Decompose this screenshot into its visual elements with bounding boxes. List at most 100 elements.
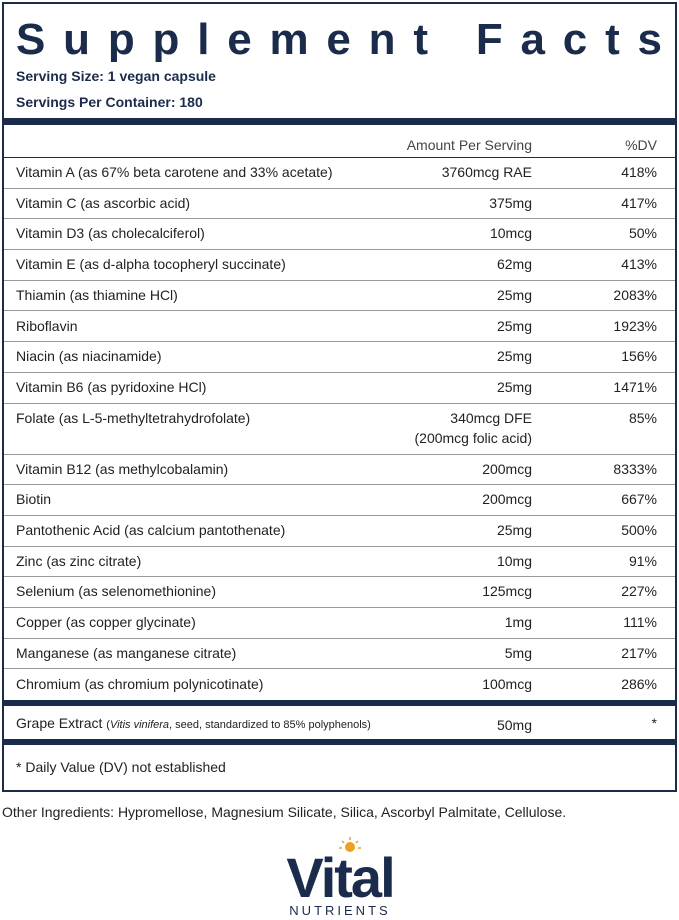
daily-value: 85% [628, 409, 657, 426]
nutrient-name: Vitamin E (as d-alpha tocopheryl succina… [16, 256, 286, 273]
daily-value: 667% [621, 491, 657, 508]
amount: 3760mcg RAE [442, 162, 532, 182]
thick-rule [4, 118, 675, 125]
nutrient-row: Folate (as L-5-methyltetrahydrofolate) 34… [4, 404, 675, 455]
nutrient-name: Riboflavin [16, 317, 78, 334]
logo-rays [339, 837, 361, 849]
amount-line: 200mcg [482, 491, 532, 508]
amount-line: 1mg [504, 614, 532, 631]
nutrient-row: Copper (as copper glycinate) 1mg 111% [4, 608, 675, 639]
logo-tagline: NUTRIENTS [289, 903, 390, 917]
logo: Vital NUTRIENTS [286, 837, 396, 917]
nutrient-row: Niacin (as niacinamide) 25mg 156% [4, 342, 675, 373]
amount: 200mcg [482, 459, 532, 479]
other-amount: 50mg [496, 717, 532, 733]
nutrient-row: Vitamin D3 (as cholecalciferol) 10mcg 50% [4, 219, 675, 251]
nutrient-name: Folate (as L-5-methyltetrahydrofolate) [16, 409, 251, 426]
nutrient-name: Vitamin D3 (as cholecalciferol) [16, 225, 205, 242]
amount-line: 10mg [496, 552, 532, 569]
daily-value: 1923% [613, 317, 657, 334]
amount: 200mcg [482, 489, 532, 509]
nutrient-row: Vitamin E (as d-alpha tocopheryl succina… [4, 250, 675, 281]
column-header: Amount Per Serving %DV [4, 125, 675, 158]
amount-line: 25mg [496, 317, 532, 334]
supplement-facts-panel: Supplement Facts Serving Size: 1 vegan c… [2, 2, 677, 792]
nutrient-name: Copper (as copper glycinate) [16, 614, 196, 631]
daily-value: 413% [621, 256, 657, 273]
amount: 25mg [497, 346, 532, 366]
nutrient-name: Chromium (as chromium polynicotinate) [16, 675, 264, 692]
amount-line: 25mg [496, 348, 532, 365]
amount: 25mg [497, 316, 532, 336]
nutrient-row: Selenium (as selenomethionine) 125mcg 227% [4, 577, 675, 609]
nutrient-row: Manganese (as manganese citrate) 5mg 217% [4, 639, 675, 670]
amount: 5mg [505, 643, 532, 663]
nutrient-row: Pantothenic Acid (as calcium pantothenat… [4, 516, 675, 547]
daily-value: 286% [621, 675, 657, 692]
nutrient-name: Vitamin B12 (as methylcobalamin) [16, 460, 229, 477]
nutrient-row: Thiamin (as thiamine HCl) 25mg 2083% [4, 281, 675, 312]
dv-header: %DV [625, 137, 657, 153]
detail-part: , seed, standardized to 85% polyphenols) [169, 719, 371, 731]
amount: 375mg [489, 193, 532, 213]
amount-line: (200mcg folic acid) [414, 429, 533, 446]
nutrient-name: Niacin (as niacinamide) [16, 348, 162, 365]
amount: 10mcg [490, 223, 532, 243]
amount-line: 25mg [496, 522, 532, 538]
title: Supplement Facts [16, 15, 662, 62]
amount-line: 375mg [489, 194, 532, 211]
nutrient-name: Selenium (as selenomethionine) [16, 583, 216, 600]
detail-part: ( [106, 719, 110, 731]
amount-line: 5mg [504, 644, 532, 661]
amount-line: 3760mcg RAE [441, 164, 532, 180]
other-ingredients: Other Ingredients: Hypromellose, Magnesi… [2, 804, 567, 820]
amount: 62mg [497, 254, 532, 274]
other-detail: (Vitis vinifera, seed, standardized to 8… [106, 719, 371, 731]
amount: 25mg [497, 377, 532, 397]
amount: 100mcg [482, 674, 532, 694]
amount-line: 100mcg [482, 675, 532, 692]
footnote: * Daily Value (DV) not established [16, 759, 226, 775]
nutrient-name: Vitamin B6 (as pyridoxine HCl) [16, 378, 207, 395]
daily-value: 50% [628, 225, 657, 242]
detail-latin: Vitis vinifera [109, 719, 170, 731]
nutrient-name: Vitamin C (as ascorbic acid) [16, 194, 191, 211]
other-dv: * [651, 715, 657, 731]
daily-value: 2083% [613, 286, 657, 303]
daily-value: 217% [621, 644, 657, 661]
amount: 25mg [497, 520, 532, 540]
amount: 340mcg DFE (200mcg folic acid) [415, 408, 533, 448]
amount-line: 340mcg DFE [450, 409, 532, 426]
daily-value: 1471% [613, 378, 657, 395]
nutrient-row: Vitamin C (as ascorbic acid) 375mg 417% [4, 189, 675, 220]
amount-header: Amount Per Serving [406, 137, 532, 153]
amount: 25mg [497, 285, 532, 305]
daily-value: 500% [621, 522, 657, 538]
nutrient-name: Vitamin A (as 67% beta carotene and 33% … [16, 164, 333, 180]
thick-rule [4, 700, 675, 706]
serving-size: Serving Size: 1 vegan capsule [16, 68, 216, 84]
daily-value: 227% [621, 583, 657, 600]
amount-line: 25mg [496, 286, 532, 303]
amount-line: 125mcg [482, 583, 532, 600]
logo-sun [345, 842, 355, 852]
amount-line: 62mg [496, 256, 532, 273]
amount-line: 10mcg [489, 225, 532, 242]
grape-row: Grape Extract (Vitis vinifera, seed, sta… [4, 706, 675, 739]
nutrient-name: Thiamin (as thiamine HCl) [16, 286, 178, 303]
other-name: Grape Extract [16, 715, 103, 731]
daily-value: 417% [621, 194, 657, 211]
nutrient-row: Vitamin B6 (as pyridoxine HCl) 25mg 1471% [4, 373, 675, 404]
daily-value: 418% [621, 164, 657, 180]
nutrient-row: Chromium (as chromium polynicotinate) 100… [4, 670, 675, 701]
nutrient-row: Zinc (as zinc citrate) 10mg 91% [4, 547, 675, 578]
amount: 10mg [497, 551, 532, 571]
daily-value: 111% [623, 614, 657, 631]
nutrient-row: Biotin 200mcg 667% [4, 485, 675, 516]
daily-value: 156% [621, 348, 657, 365]
amount-line: 25mg [496, 378, 532, 395]
servings-per-container: Servings Per Container: 180 [16, 94, 203, 110]
nutrient-row: Vitamin B12 (as methylcobalamin) 200mcg 83… [4, 455, 675, 486]
nutrient-name: Manganese (as manganese citrate) [16, 644, 237, 661]
